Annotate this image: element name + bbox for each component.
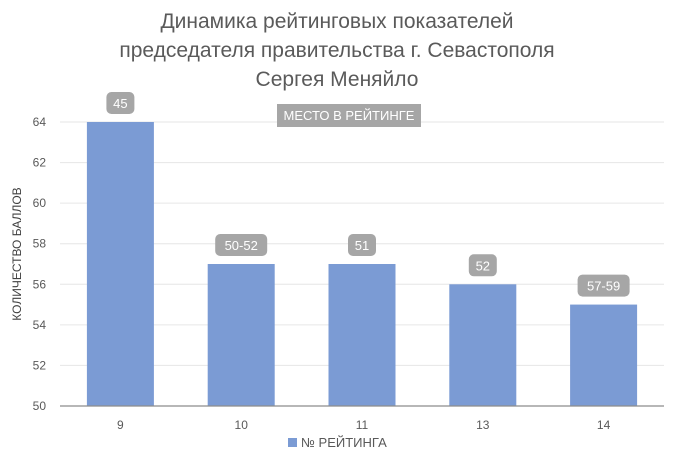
x-tick-label: 14: [597, 418, 611, 432]
data-label: 51: [355, 238, 369, 253]
y-tick-label: 54: [33, 318, 47, 332]
legend-swatch: [288, 438, 297, 447]
bar: [86, 122, 154, 406]
data-label-badge: [468, 254, 497, 277]
legend: № РЕЙТИНГА: [288, 435, 387, 450]
y-tick-label: 50: [33, 399, 47, 413]
y-axis-label: КОЛИЧЕСТВО БАЛЛОВ: [10, 187, 24, 320]
x-tick-label: 10: [235, 418, 249, 432]
x-tick-label: 11: [356, 418, 369, 432]
x-tick-label: 13: [476, 418, 490, 432]
y-tick-label: 56: [33, 277, 47, 291]
data-label: 45: [113, 96, 127, 111]
data-label-badge: [348, 234, 376, 256]
y-tick-label: 64: [33, 115, 47, 129]
data-label: 50-52: [225, 238, 258, 253]
data-label: 52: [476, 258, 490, 273]
y-tick-label: 52: [33, 358, 47, 372]
chart-title-line-2: председателя правительства г. Севастопол…: [119, 39, 554, 62]
bar: [570, 304, 638, 406]
chart-title-line-3: Сергея Меняйло: [256, 68, 419, 91]
bar: [207, 264, 275, 406]
y-tick-label: 60: [33, 196, 47, 210]
legend-entry: № РЕЙТИНГА: [301, 435, 387, 450]
data-label-badge: [215, 234, 268, 256]
x-tick-labels: 9 10 11 13 14: [117, 418, 611, 432]
chart-title-line-1: Динамика рейтинговых показателей: [160, 10, 513, 33]
data-labels: 45 50-52 51 52 57-59: [106, 92, 630, 297]
data-label: 57-59: [587, 279, 620, 294]
x-tick-label: 9: [117, 418, 124, 432]
bar: [328, 264, 396, 406]
annotation-text: МЕСТО В РЕЙТИНГЕ: [284, 108, 415, 123]
y-tick-label: 62: [33, 156, 47, 170]
y-tick-labels: 50 52 54 56 58 60 62 64: [33, 115, 47, 413]
data-label-badge: [577, 274, 630, 297]
annotation-box: МЕСТО В РЕЙТИНГЕ: [277, 104, 421, 127]
bar: [449, 284, 517, 406]
bars: [86, 122, 638, 406]
y-tick-label: 58: [33, 237, 47, 251]
annotation-background: [277, 104, 421, 127]
data-label-badge: [106, 92, 135, 114]
